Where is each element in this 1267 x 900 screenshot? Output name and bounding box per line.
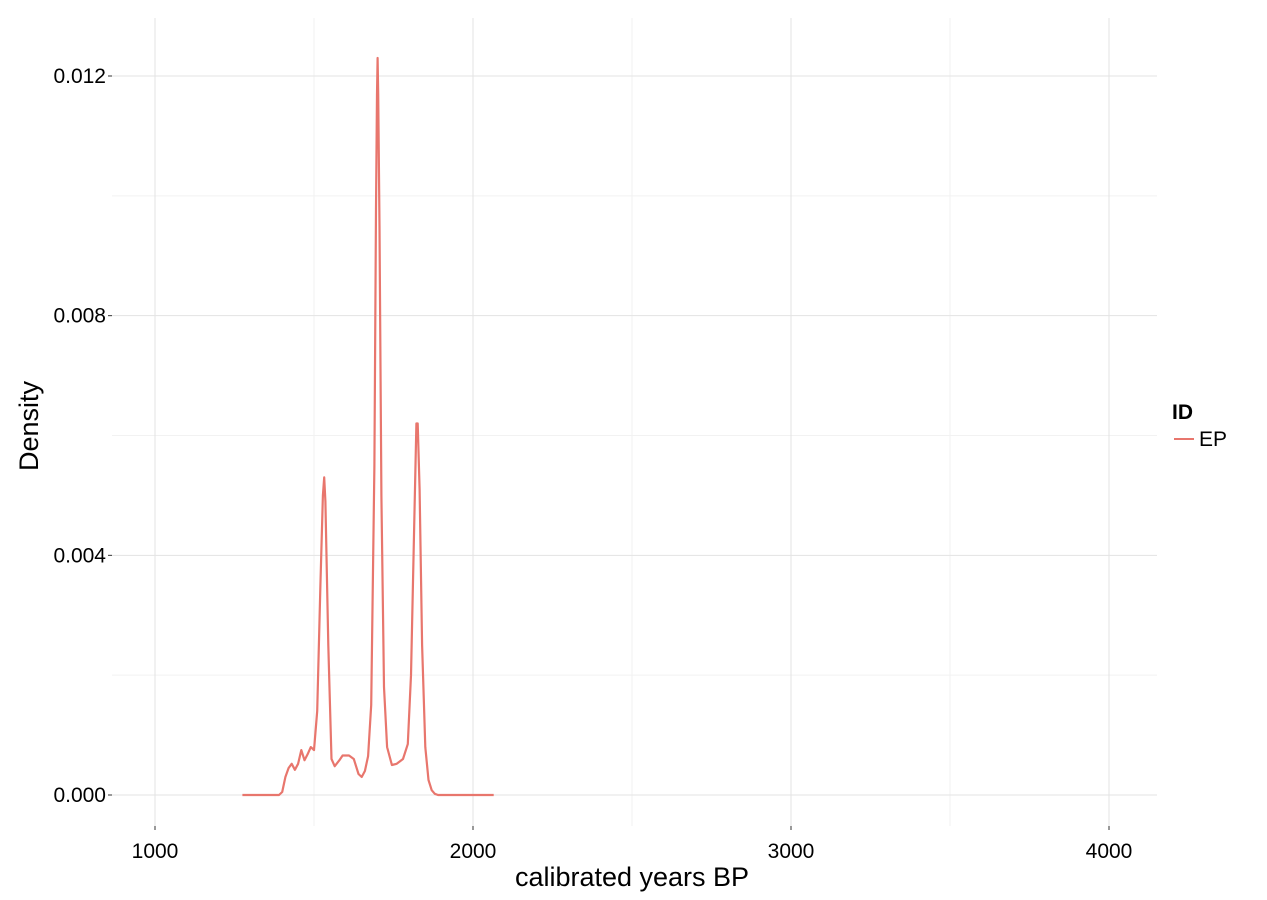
x-tick-label: 4000	[1086, 840, 1133, 863]
legend: ID EP	[1172, 401, 1227, 451]
x-tick-label: 2000	[450, 840, 497, 863]
y-tick-label: 0.012	[53, 65, 106, 88]
x-tick-label: 3000	[768, 840, 815, 863]
series-layer	[242, 56, 494, 797]
major-gridlines	[112, 18, 1157, 826]
x-axis-title: calibrated years BP	[515, 862, 749, 892]
y-axis-title: Density	[14, 380, 44, 471]
series-line-ep	[242, 56, 494, 797]
legend-label-ep: EP	[1199, 428, 1227, 451]
x-tick-label: 1000	[132, 840, 179, 863]
y-tick-label: 0.000	[53, 784, 106, 807]
minor-gridlines	[112, 18, 1157, 826]
legend-title: ID	[1172, 401, 1193, 424]
y-tick-label: 0.004	[53, 544, 106, 567]
y-axis-ticks: 0.000 0.004 0.008 0.012	[53, 65, 112, 807]
x-axis-ticks: 1000 2000 3000 4000	[132, 826, 1133, 863]
y-tick-label: 0.008	[53, 305, 106, 328]
